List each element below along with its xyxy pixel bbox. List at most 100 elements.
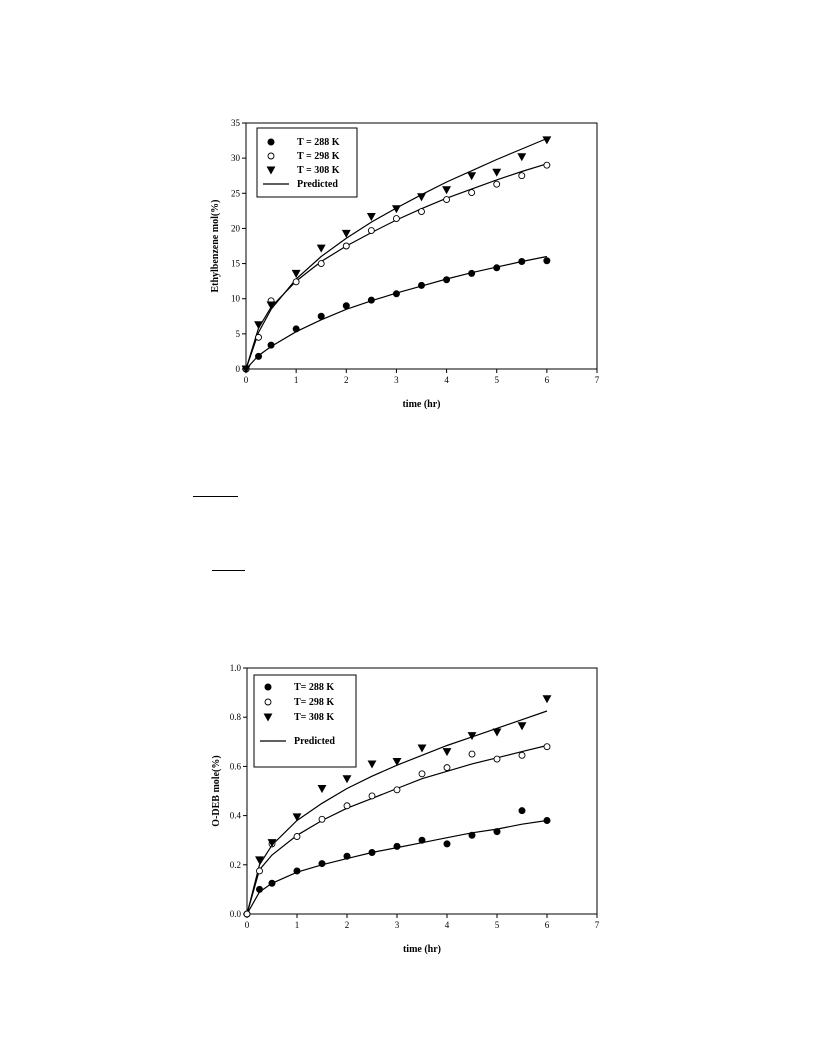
x-tick-label: 7 [595,375,600,385]
plot-frame [246,667,598,915]
data-point [392,290,400,298]
y-tick-label: 0.8 [230,712,242,722]
y-axis-label: O-DEB mole(%) [211,755,222,826]
data-point [443,276,451,284]
predicted-curve [245,137,548,370]
data-point [317,785,327,794]
legend-label: T= 308 K [294,712,334,723]
y-tick-label: 35 [231,118,241,128]
predicted-curve [246,744,548,915]
data-point [543,817,551,825]
legend-label: T= 288 K [294,682,334,693]
data-point [243,910,251,918]
x-axis-label: time (hr) [402,399,440,410]
y-tick-label: 10 [231,294,241,304]
stray-rule-2 [212,570,245,571]
data-point [366,212,376,222]
y-tick-label: 20 [231,223,241,233]
legend-marker [264,698,272,706]
x-tick-label: 4 [445,920,450,930]
data-point [442,186,452,195]
legend-box [253,674,357,768]
data-point [542,136,552,145]
x-tick-label: 4 [444,375,449,385]
data-point [542,695,552,704]
data-point [417,744,427,753]
data-point [393,842,401,850]
data-point [543,257,551,265]
data-point [392,757,402,767]
legend-marker [264,683,272,691]
data-point [518,751,526,759]
x-tick-label: 7 [595,920,600,930]
y-tick-label: 25 [231,188,241,198]
data-point [418,770,426,778]
data-point [241,365,251,374]
legend-marker [266,166,276,175]
data-point [467,172,477,181]
data-point [292,278,300,286]
data-point [341,229,351,238]
data-point [367,296,375,304]
y-axis-label: Ethylbenzene mol(%) [210,199,221,292]
data-point [342,775,352,784]
x-tick-label: 5 [494,375,499,385]
data-point [391,205,401,214]
data-point [318,860,326,868]
data-point [417,193,426,202]
x-tick-label: 6 [545,920,550,930]
data-point [367,227,375,234]
data-point [443,196,451,204]
data-point [293,867,301,875]
data-point [418,281,425,289]
x-tick-label: 3 [395,920,400,930]
data-point [291,269,301,278]
legend-label: T = 308 K [297,165,340,176]
x-tick-label: 2 [344,375,349,385]
data-point [317,312,325,320]
legend-label: T= 298 K [294,697,334,708]
data-point [468,269,476,277]
data-point [518,257,526,265]
ethylbenzene-chart: 0 1 2 3 4 5 6 7 0 5 10 15 20 25 30 35 time (hr) Ethylbenz… [210,118,600,410]
x-tick-label: 2 [345,920,350,930]
data-point [267,341,275,349]
y-tick-label: 5 [236,329,241,339]
data-point [342,302,350,310]
data-point [493,264,501,272]
plot-frame [245,122,598,370]
data-point [543,161,551,169]
data-point [268,879,276,887]
data-point [343,802,351,810]
data-point [266,301,276,310]
data-point [255,352,263,360]
legend-marker [263,713,273,722]
data-point [543,743,551,751]
data-point [367,760,377,769]
data-point [293,833,301,840]
legend-marker [267,138,275,146]
data-point [492,168,502,177]
data-point [493,180,501,188]
x-tick-label: 1 [294,375,299,385]
data-point [468,831,476,839]
legend-label: T = 288 K [297,137,340,148]
data-point [267,839,277,848]
data-point [442,748,452,757]
data-point [368,792,376,800]
data-point [317,260,325,268]
data-point [343,852,351,860]
data-point [493,755,501,763]
data-point [392,215,400,223]
stray-rule-1 [193,496,238,497]
legend-box [256,127,358,198]
data-point [292,813,302,822]
y-tick-label: 0 [236,364,241,374]
legend-marker [267,152,275,160]
legend-label: T = 298 K [297,151,340,162]
data-point [268,840,276,848]
data-point [518,172,526,180]
y-tick-label: 1.0 [230,663,242,673]
x-tick-label: 5 [495,920,500,930]
data-point [418,208,425,216]
